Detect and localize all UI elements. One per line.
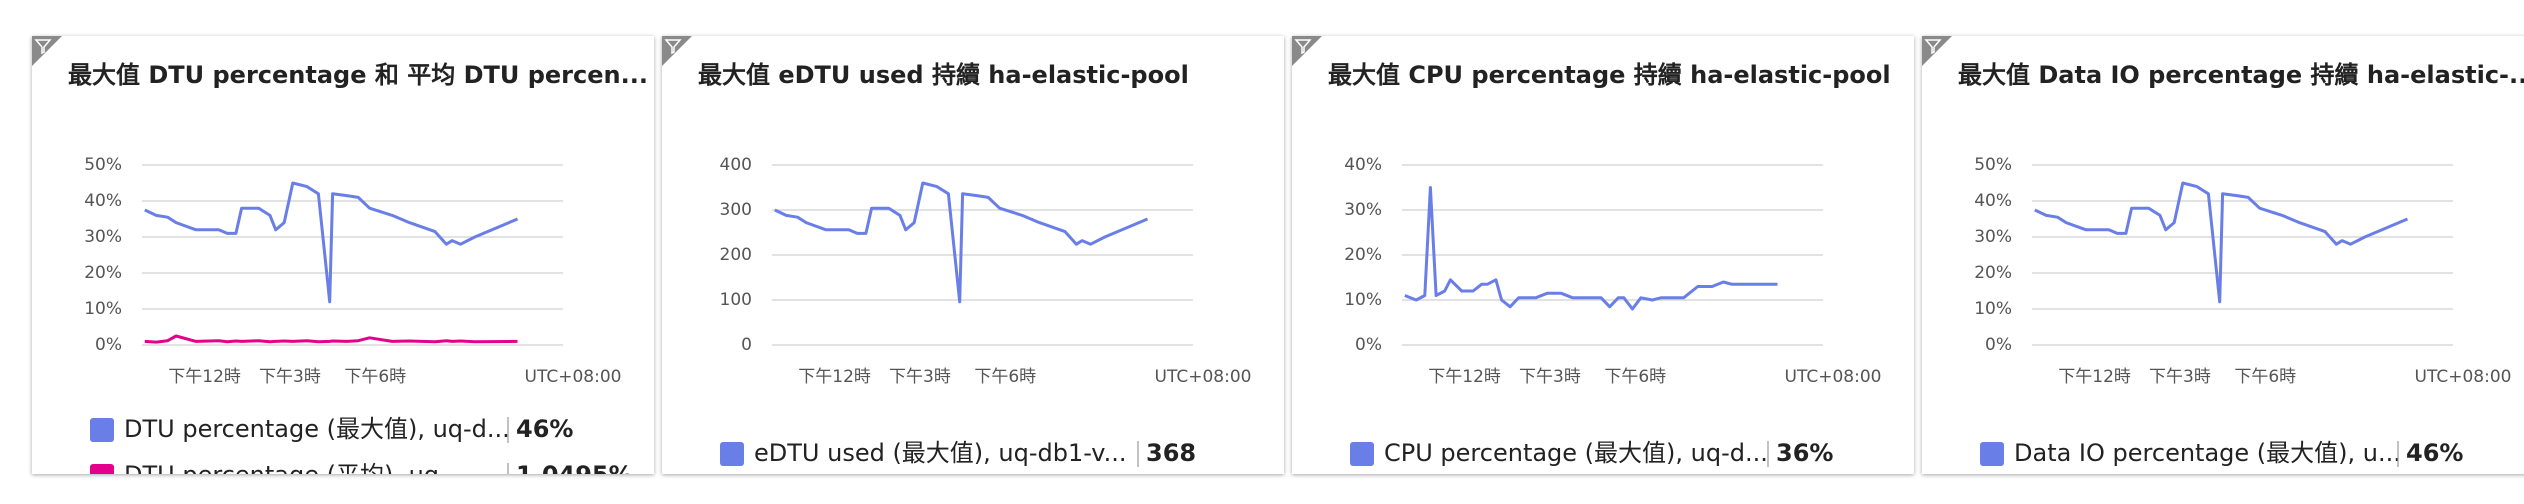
x-tick-label: 下午3時 [2149, 367, 2211, 387]
legend-value: 368 [1146, 439, 1196, 467]
series-line [144, 334, 518, 344]
x-tick-label: 下午6時 [1604, 367, 1666, 387]
timezone-label: UTC+08:00 [1155, 367, 1252, 387]
legend-value: 36% [1776, 439, 1833, 467]
legend-label: eDTU used (最大值), uq-db1-v... [754, 439, 1127, 467]
y-tick-label: 30% [1974, 227, 2012, 247]
x-tick-label: 下午12時 [168, 367, 241, 387]
y-tick-label: 10% [1344, 290, 1382, 310]
timezone-label: UTC+08:00 [1785, 367, 1882, 387]
x-tick-label: 下午6時 [2234, 367, 2296, 387]
legend-label: Data IO percentage (最大值), u... [2014, 439, 2401, 467]
chart: 最大值 DTU percentage 和 平均 DTU percen... 0% 1… [32, 36, 648, 489]
chart-title: 最大值 Data IO percentage 持續 ha-elastic-... [1958, 61, 2524, 89]
y-tick-label: 400 [720, 155, 752, 175]
y-tick-label: 200 [720, 245, 752, 265]
x-tick-label: 下午12時 [798, 367, 871, 387]
y-tick-label: 20% [84, 263, 122, 283]
x-tick-label: 下午12時 [1428, 367, 1501, 387]
chart-title: 最大值 CPU percentage 持續 ha-elastic-pool [1328, 61, 1891, 89]
chart-tile[interactable]: 最大值 DTU percentage 和 平均 DTU percen... 0% 1… [32, 36, 654, 489]
legend-swatch [1980, 442, 2004, 466]
legend-value: 46% [2406, 439, 2463, 467]
x-tick-label: 下午6時 [974, 367, 1036, 387]
y-tick-label: 0% [95, 335, 122, 355]
y-tick-label: 10% [1974, 299, 2012, 319]
y-tick-label: 30% [1344, 200, 1382, 220]
y-tick-label: 50% [1974, 155, 2012, 175]
y-tick-label: 30% [84, 227, 122, 247]
chart-title: 最大值 DTU percentage 和 平均 DTU percen... [68, 61, 648, 89]
y-tick-label: 50% [84, 155, 122, 175]
filter-icon [1294, 39, 1312, 55]
x-tick-label: 下午6時 [344, 367, 406, 387]
filter-icon [664, 39, 682, 55]
x-tick-label: 下午3時 [889, 367, 951, 387]
timezone-label: UTC+08:00 [2415, 367, 2512, 387]
legend-label: DTU percentage (平均), uq-... [124, 461, 471, 474]
chart: 最大值 eDTU used 持續 ha-elastic-pool 0 100 200 3… [662, 36, 1252, 467]
y-tick-label: 0 [741, 335, 752, 355]
series-line [1404, 186, 1778, 311]
chart: 最大值 CPU percentage 持續 ha-elastic-pool 0% 1… [1292, 36, 1891, 467]
legend-swatch [720, 442, 744, 466]
x-tick-label: 下午12時 [2058, 367, 2131, 387]
y-tick-label: 20% [1974, 263, 2012, 283]
chart-tile[interactable]: 最大值 CPU percentage 持續 ha-elastic-pool 0% 1… [1292, 36, 1914, 474]
timezone-label: UTC+08:00 [525, 367, 622, 387]
series-line [144, 181, 519, 304]
y-tick-label: 300 [720, 200, 752, 220]
legend-swatch [90, 464, 114, 488]
y-tick-label: 10% [84, 299, 122, 319]
filter-icon [1924, 39, 1942, 55]
x-tick-label: 下午3時 [1519, 367, 1581, 387]
legend-value: 1.0495% [516, 461, 633, 474]
y-tick-label: 40% [1974, 191, 2012, 211]
chart-title: 最大值 eDTU used 持續 ha-elastic-pool [698, 61, 1189, 89]
legend-swatch [1350, 442, 1374, 466]
y-tick-label: 40% [84, 191, 122, 211]
chart-tile[interactable]: 最大值 eDTU used 持續 ha-elastic-pool 0 100 200 3… [662, 36, 1284, 474]
legend-swatch [90, 418, 114, 442]
legend-label: DTU percentage (最大值), uq-d... [124, 415, 510, 443]
y-tick-label: 20% [1344, 245, 1382, 265]
chart-tile[interactable]: 最大值 Data IO percentage 持續 ha-elastic-...… [1922, 36, 2524, 474]
x-tick-label: 下午3時 [259, 367, 321, 387]
series-line [2034, 181, 2409, 304]
legend-label: CPU percentage (最大值), uq-d... [1384, 439, 1768, 467]
y-tick-label: 0% [1985, 335, 2012, 355]
series-line [774, 181, 1149, 304]
filter-icon [34, 39, 52, 55]
y-tick-label: 100 [720, 290, 752, 310]
y-tick-label: 0% [1355, 335, 1382, 355]
chart: 最大值 Data IO percentage 持續 ha-elastic-...… [1922, 36, 2524, 467]
y-tick-label: 40% [1344, 155, 1382, 175]
legend-value: 46% [516, 415, 573, 443]
